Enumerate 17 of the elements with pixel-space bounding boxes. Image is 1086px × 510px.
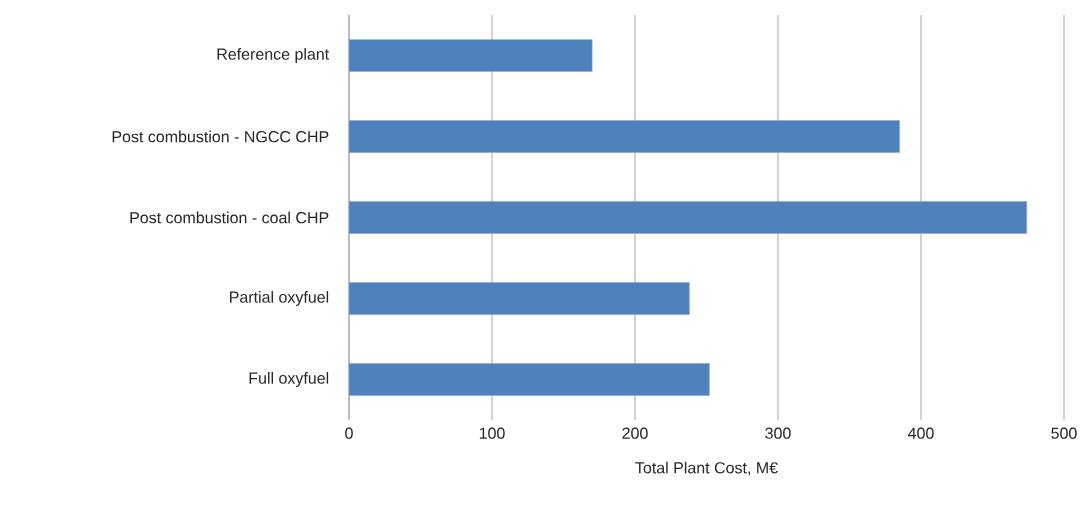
y-tick-label: Reference plant	[217, 48, 330, 63]
y-tick-label: Post combustion - NGCC CHP	[112, 130, 329, 143]
x-tick-label: 400	[908, 427, 934, 439]
x-tick-label: 500	[1051, 427, 1077, 439]
bar	[349, 201, 1028, 234]
bar	[349, 120, 900, 153]
y-tick-label: Full oxyfuel	[249, 372, 329, 387]
y-tick-label: Post combustion - coal CHP	[130, 211, 329, 224]
bar	[349, 363, 710, 396]
x-tick-label: 300	[765, 427, 791, 439]
y-tick-label: Partial oxyfuel	[230, 291, 329, 306]
bar	[349, 39, 593, 72]
x-tick-label: 100	[479, 427, 505, 439]
x-axis-title: Total Plant Cost, M€	[635, 461, 778, 476]
x-tick-label: 200	[622, 427, 648, 439]
x-tick-label: 0	[345, 427, 353, 439]
bar	[349, 282, 690, 315]
